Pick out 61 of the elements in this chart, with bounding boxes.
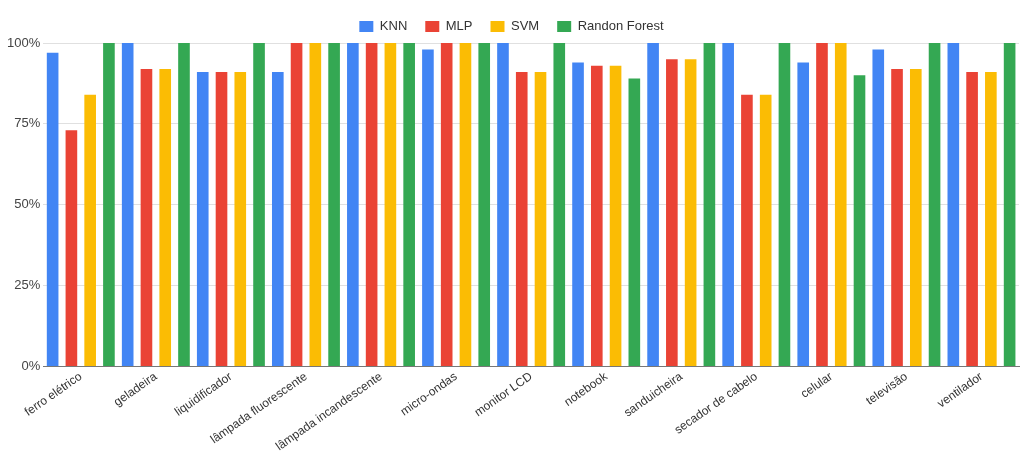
bar: [478, 43, 491, 366]
bar: [271, 72, 284, 366]
bar: [140, 68, 153, 366]
bar: [65, 130, 78, 366]
bar: [1003, 43, 1016, 366]
bar: [328, 43, 340, 366]
bar: [309, 43, 322, 366]
bar: [722, 43, 734, 366]
bar: [178, 43, 190, 366]
bar: [891, 68, 903, 366]
bar: [947, 43, 960, 366]
bar: [797, 62, 810, 366]
bar: [553, 43, 566, 366]
bar: [121, 43, 134, 366]
bar: [778, 43, 791, 366]
bar: [703, 43, 716, 366]
legend-label: SVM: [511, 18, 540, 34]
bar: [196, 72, 209, 366]
bar: [159, 68, 172, 366]
bar: [84, 94, 96, 366]
bar: [234, 72, 247, 366]
bar: [534, 72, 547, 366]
y-tick-label: 50%: [14, 196, 41, 212]
bar: [609, 65, 622, 366]
legend-label: MLP: [445, 18, 473, 34]
bar: [666, 59, 678, 366]
y-tick-label: 100%: [7, 34, 41, 50]
bar: [741, 94, 753, 366]
bar: [384, 43, 397, 366]
bar: [440, 43, 453, 366]
bar: [347, 43, 359, 366]
bar: [515, 72, 528, 366]
bar: [215, 72, 228, 366]
bar: [103, 43, 115, 366]
bar: [928, 43, 941, 366]
y-tick-label: 0%: [21, 358, 41, 374]
bar: [290, 43, 303, 366]
bar: [816, 43, 828, 366]
bar: [853, 75, 866, 366]
bar: [985, 72, 997, 366]
bar: [684, 59, 697, 366]
bar: [46, 52, 59, 366]
bar: [365, 43, 378, 366]
bar: [253, 43, 265, 366]
bar: [403, 43, 415, 366]
bar: [909, 68, 922, 366]
bar: [497, 43, 509, 366]
bar: [572, 62, 584, 366]
bar: [647, 43, 659, 366]
bar: [459, 43, 472, 366]
legend-label: KNN: [379, 18, 408, 34]
bar: [966, 72, 978, 366]
bar: [422, 49, 434, 366]
y-tick-label: 25%: [14, 277, 41, 293]
legend-label: Randon Forest: [577, 18, 665, 34]
y-tick-label: 75%: [14, 115, 41, 131]
bar: [590, 65, 603, 366]
bar: [872, 49, 885, 366]
bar: [834, 43, 847, 366]
bar: [628, 78, 641, 366]
bar: [759, 94, 772, 366]
